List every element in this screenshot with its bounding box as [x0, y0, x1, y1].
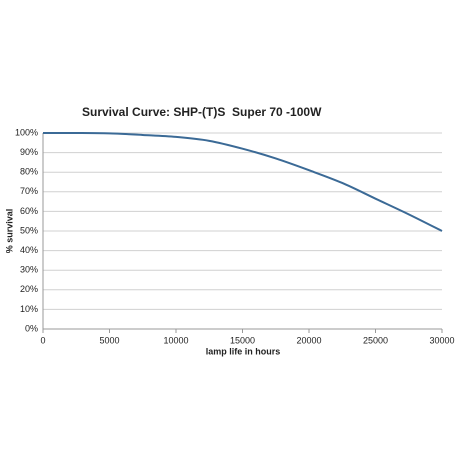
y-tick-label: 30% — [20, 265, 38, 275]
x-tick-label: 15000 — [230, 335, 255, 345]
x-tick-label: 10000 — [163, 335, 188, 345]
x-tick-label: 30000 — [429, 335, 454, 345]
x-axis-label: lamp life in hours — [206, 346, 281, 356]
y-tick-label: 50% — [20, 225, 38, 235]
y-tick-label: 0% — [25, 323, 38, 333]
y-tick-label: 60% — [20, 206, 38, 216]
x-tick-label: 20000 — [296, 335, 321, 345]
y-tick-label: 40% — [20, 245, 38, 255]
x-tick-label: 0 — [40, 335, 45, 345]
line-series — [42, 131, 443, 232]
y-tick-label: 10% — [20, 304, 38, 314]
y-tick-label: 70% — [20, 186, 38, 196]
y-axis-label: % survival — [4, 209, 14, 254]
chart-title: Survival Curve: SHP-(T)S Super 70 -100W — [82, 105, 322, 119]
x-tick-label: 5000 — [99, 335, 119, 345]
y-tick-label: 80% — [20, 167, 38, 177]
y-tick-label: 20% — [20, 284, 38, 294]
y-tick-label: 100% — [15, 127, 38, 137]
x-tick-label: 25000 — [363, 335, 388, 345]
y-tick-label: 90% — [20, 147, 38, 157]
